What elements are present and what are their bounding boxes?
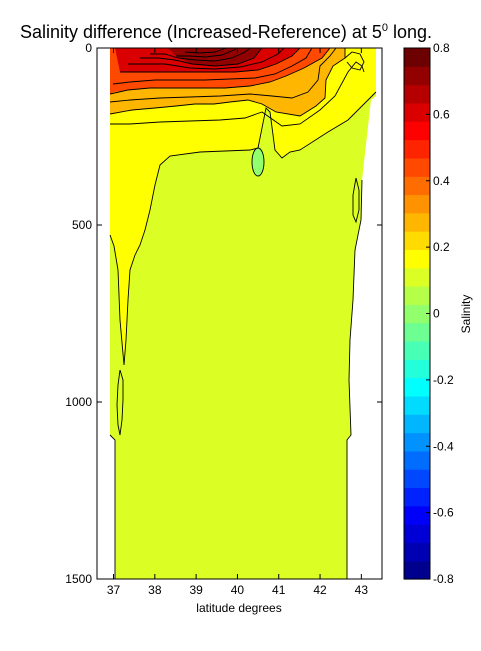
colorbar-block (404, 359, 430, 379)
region-low-anomaly (251, 147, 265, 177)
colorbar-ticks: 0.8 0.6 0.4 0.2 0 -0.2 -0.4 -0.6 -0.8 (426, 41, 454, 586)
y-tick-label: 1000 (65, 395, 92, 409)
colorbar-block (404, 505, 430, 525)
y-tick-label: 0 (85, 41, 92, 55)
colorbar: 0.8 0.6 0.4 0.2 0 -0.2 -0.4 -0.6 -0.8 Salinity (403, 41, 473, 586)
colorbar-block (404, 176, 430, 196)
x-tick-label: 43 (355, 583, 369, 597)
region-bulk (110, 48, 376, 579)
colorbar-block (404, 157, 430, 177)
colorbar-block (404, 377, 430, 397)
colorbar-block (404, 560, 430, 580)
colorbar-block (404, 267, 430, 287)
y-tick-label: 1500 (65, 572, 92, 586)
colorbar-block (404, 249, 430, 269)
colorbar-tick-label: -0.2 (433, 373, 454, 387)
colorbar-block (404, 432, 430, 452)
x-tick-label: 40 (231, 583, 245, 597)
y-tick-label: 500 (72, 218, 92, 232)
colorbar-block (404, 102, 430, 122)
colorbar-block (404, 340, 430, 360)
colorbar-block (404, 414, 430, 434)
colorbar-block (404, 542, 430, 562)
colorbar-block (404, 212, 430, 232)
colorbar-block (404, 304, 430, 324)
colorbar-block (404, 66, 430, 86)
colorbar-tick-label: -0.4 (433, 439, 454, 453)
colorbar-tick-label: 0.2 (433, 240, 450, 254)
colorbar-block (404, 84, 430, 104)
chart-title: Salinity difference (Increased-Reference… (20, 22, 432, 42)
colorbar-block (404, 487, 430, 507)
colorbar-blocks (404, 48, 430, 580)
colorbar-block (404, 231, 430, 251)
colorbar-tick-label: 0.6 (433, 107, 450, 121)
colorbar-block (404, 469, 430, 489)
colorbar-tick-label: 0.4 (433, 174, 450, 188)
colorbar-block (404, 194, 430, 214)
colorbar-block (404, 524, 430, 543)
colorbar-block (404, 286, 430, 305)
colorbar-tick-label: 0.8 (433, 41, 450, 55)
x-axis-label: latitude degrees (196, 601, 281, 615)
colorbar-block (404, 48, 430, 67)
x-tick-label: 39 (189, 583, 203, 597)
colorbar-tick-label: -0.6 (433, 506, 454, 520)
contour-lines (109, 47, 377, 579)
colorbar-block (404, 121, 430, 141)
region-upper-layer (110, 48, 376, 365)
colorbar-tick-label: -0.8 (433, 572, 454, 586)
colorbar-block (404, 395, 430, 415)
colorbar-tick-label: 0 (433, 307, 440, 321)
x-tick-label: 38 (148, 583, 162, 597)
plot-area: 37 38 39 40 41 42 43 0 500 1000 1500 (65, 41, 383, 597)
colorbar-label: Salinity (459, 295, 473, 334)
x-tick-label: 37 (107, 583, 121, 597)
colorbar-block (404, 322, 430, 342)
x-tick-label: 41 (272, 583, 286, 597)
y-axis-ticks: 0 500 1000 1500 (65, 41, 382, 586)
colorbar-block (404, 139, 430, 159)
colorbar-block (404, 450, 430, 470)
x-tick-label: 42 (313, 583, 327, 597)
x-axis-ticks: 37 38 39 40 41 42 43 (107, 48, 368, 597)
plot-frame (96, 47, 383, 580)
